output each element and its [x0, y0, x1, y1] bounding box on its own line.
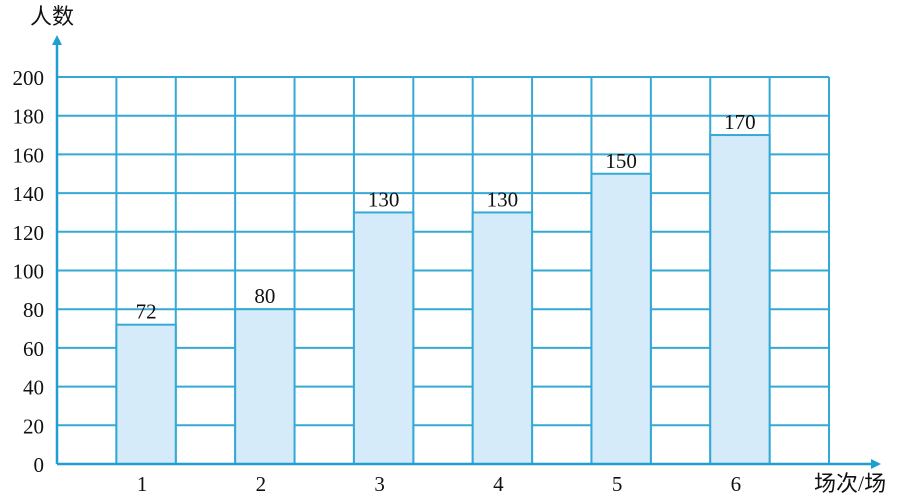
y-tick-label: 100	[13, 260, 45, 284]
y-tick-label: 140	[13, 182, 45, 206]
axes	[52, 35, 881, 469]
x-tick-label: 1	[137, 472, 148, 496]
y-axis-title: 人数	[30, 4, 74, 29]
x-tick-labels: 1 2 3 4 5 6	[137, 472, 741, 496]
data-label: 130	[487, 187, 519, 211]
data-label: 150	[605, 149, 637, 173]
bar	[709, 134, 771, 466]
bar	[471, 211, 534, 465]
y-tick-label: 40	[23, 376, 44, 400]
data-label: 72	[136, 300, 157, 324]
x-tick-label: 4	[493, 472, 504, 496]
data-label: 170	[724, 110, 756, 134]
bars	[115, 134, 771, 466]
x-tick-label: 3	[374, 472, 385, 496]
data-labels: 72 80 130 130 150 170	[136, 110, 756, 324]
y-tick-label: 20	[23, 414, 44, 438]
bar	[115, 323, 177, 465]
data-label: 130	[368, 187, 400, 211]
y-tick-label: 180	[13, 105, 45, 129]
bar	[352, 211, 415, 465]
y-tick-label: 80	[23, 298, 44, 322]
x-tick-label: 2	[256, 472, 267, 496]
x-tick-label: 6	[731, 472, 742, 496]
y-tick-labels: 0 20 40 60 80 100 120 140 160 180 200	[13, 66, 45, 477]
bar	[590, 172, 652, 465]
y-tick-label: 120	[13, 221, 45, 245]
y-tick-label: 160	[13, 143, 45, 167]
x-axis-title: 场次/场	[814, 471, 886, 496]
x-tick-label: 5	[612, 472, 623, 496]
data-label: 80	[254, 284, 275, 308]
y-tick-label: 0	[34, 453, 45, 477]
y-tick-label: 200	[13, 66, 45, 90]
y-tick-label: 60	[23, 337, 44, 361]
bar	[234, 308, 296, 466]
